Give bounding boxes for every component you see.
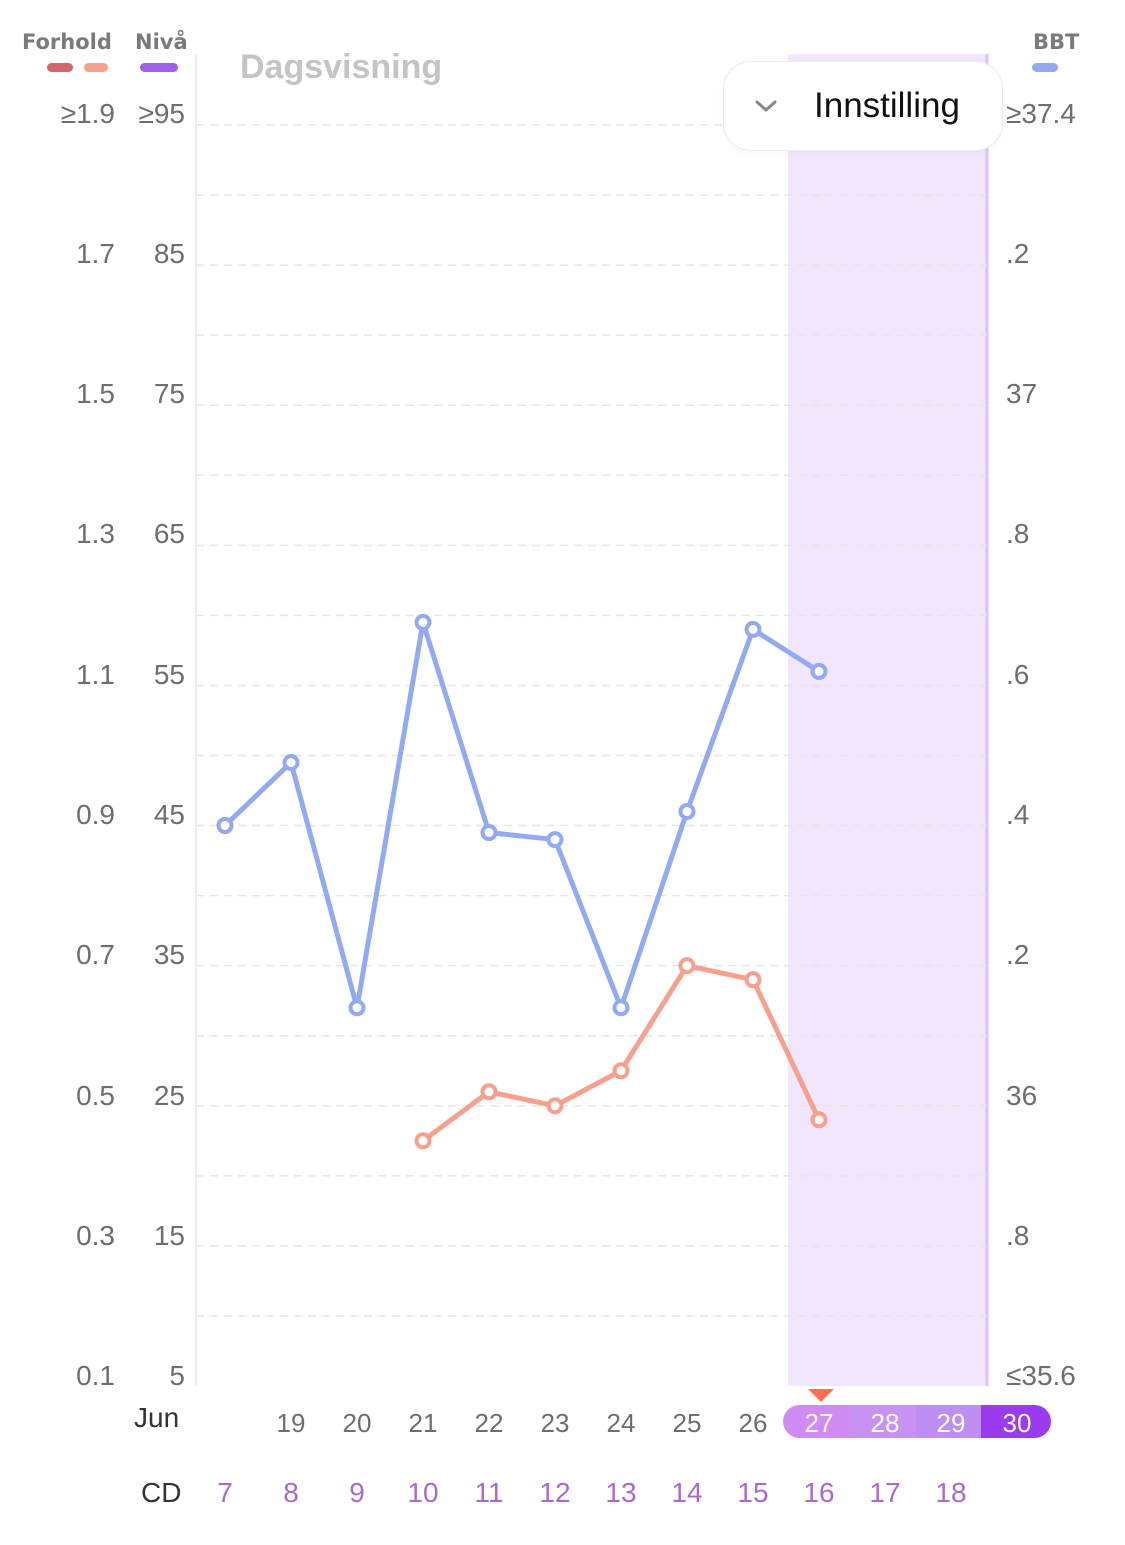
bbt-tick-label: .2	[1006, 939, 1030, 970]
cycle-day-value: 9	[349, 1477, 365, 1508]
cycle-day-value: 7	[217, 1477, 233, 1508]
level-legend-label: Nivå	[135, 30, 188, 54]
bbt-tick-label: .8	[1006, 518, 1030, 549]
level-tick-label: 25	[153, 1080, 185, 1111]
series-line-forhold	[420, 963, 822, 1144]
ratio-tick-label: 0.7	[76, 939, 115, 970]
chevron-down-icon	[755, 100, 777, 112]
cycle-day-value: 14	[671, 1477, 703, 1508]
date-label[interactable]: 26	[738, 1408, 768, 1438]
bbt-tick-label: .2	[1006, 238, 1030, 269]
level-tick-label: 75	[153, 378, 185, 409]
level-tick-label: 85	[153, 238, 185, 269]
bbt-tick-label: .8	[1006, 1220, 1030, 1251]
cycle-day-value: 12	[539, 1477, 571, 1508]
bbt-legend-swatch	[1032, 63, 1058, 72]
date-label[interactable]: 24	[606, 1408, 636, 1438]
bbt-tick-label: 37	[1006, 378, 1038, 409]
bbt-tick-label: .4	[1006, 799, 1030, 830]
data-point-bbt	[480, 824, 498, 842]
data-point-forhold	[678, 957, 696, 975]
ratio-legend-swatch-light	[84, 63, 108, 72]
date-label[interactable]: 21	[408, 1408, 438, 1438]
data-point-bbt	[810, 662, 828, 680]
highlight-band	[788, 54, 987, 1386]
bbt-legend-label: BBT	[1033, 30, 1080, 54]
data-point-bbt	[546, 831, 564, 849]
date-label[interactable]: 30	[1002, 1408, 1032, 1438]
cycle-day-value: 17	[869, 1477, 901, 1508]
level-tick-label: 55	[153, 659, 185, 690]
cycle-day-value: 8	[283, 1477, 299, 1508]
date-label[interactable]: 28	[870, 1408, 900, 1438]
series-line-bbt	[222, 619, 822, 1011]
ratio-tick-label: 1.5	[76, 378, 115, 409]
date-label[interactable]: 27	[804, 1408, 834, 1438]
ratio-tick-label: 1.7	[76, 238, 115, 269]
ratio-tick-label: 0.9	[76, 799, 115, 830]
settings-button[interactable]: Innstilling	[723, 61, 1003, 151]
data-point-bbt	[282, 754, 300, 772]
level-tick-label: 35	[153, 939, 185, 970]
month-label: Jun	[134, 1402, 180, 1433]
level-tick-label: 15	[153, 1220, 185, 1251]
date-label[interactable]: 20	[342, 1408, 372, 1438]
bbt-tick-label: ≥37.4	[1006, 98, 1076, 129]
ratio-tick-label: 1.3	[76, 518, 115, 549]
date-label[interactable]: 22	[474, 1408, 504, 1438]
cycle-day-value: 11	[474, 1477, 504, 1508]
today-marker	[808, 1389, 834, 1402]
date-label[interactable]: 29	[936, 1408, 966, 1438]
data-point-bbt	[348, 999, 366, 1017]
cycle-day-label: CD	[141, 1477, 182, 1508]
cycle-day-value: 18	[935, 1477, 967, 1508]
data-point-bbt	[612, 999, 630, 1017]
view-mode-label: Dagsvisning	[240, 48, 443, 86]
data-point-bbt	[678, 803, 696, 821]
level-tick-label: ≥95	[138, 98, 185, 129]
ratio-tick-label: 0.3	[76, 1220, 115, 1251]
data-point-bbt	[744, 620, 762, 638]
cycle-day-value: 16	[803, 1477, 835, 1508]
ratio-legend-label: Forhold	[22, 30, 112, 54]
level-tick-label: 45	[153, 799, 185, 830]
data-point-forhold	[480, 1083, 498, 1101]
ratio-tick-label: 1.1	[76, 659, 115, 690]
level-tick-label: 5	[169, 1360, 185, 1391]
date-label[interactable]: 19	[276, 1408, 306, 1438]
date-label[interactable]: 23	[540, 1408, 570, 1438]
data-point-forhold	[612, 1062, 630, 1080]
level-legend-swatch	[140, 63, 178, 72]
level-tick-label: 65	[153, 518, 185, 549]
bbt-tick-label: ≤35.6	[1006, 1360, 1076, 1391]
ratio-legend-swatch-dark	[47, 63, 73, 72]
settings-button-label: Innstilling	[814, 86, 960, 125]
highlight-days-pill	[783, 1405, 1051, 1438]
ratio-tick-label: 0.5	[76, 1080, 115, 1111]
data-point-bbt	[216, 817, 234, 835]
bbt-tick-label: .6	[1006, 659, 1030, 690]
ratio-tick-label: ≥1.9	[60, 98, 115, 129]
cycle-day-value: 10	[407, 1477, 439, 1508]
bbt-tick-label: 36	[1006, 1080, 1038, 1111]
data-point-forhold	[810, 1111, 828, 1129]
data-point-forhold	[744, 971, 762, 989]
data-point-bbt	[414, 613, 432, 631]
data-point-forhold	[414, 1132, 432, 1150]
cycle-day-value: 13	[605, 1477, 637, 1508]
cycle-day-value: 15	[737, 1477, 769, 1508]
data-point-forhold	[546, 1097, 564, 1115]
ratio-tick-label: 0.1	[76, 1360, 115, 1391]
date-label[interactable]: 25	[672, 1408, 702, 1438]
